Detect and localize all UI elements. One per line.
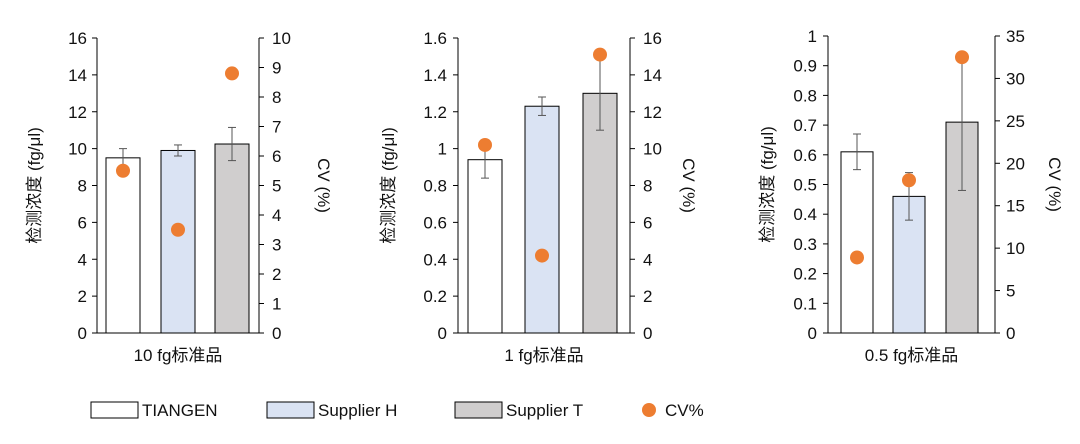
y-tick-label: 0.3 <box>793 235 817 254</box>
y2-tick-label: 8 <box>272 88 281 107</box>
y-tick-label: 4 <box>78 250 87 269</box>
cv-point <box>478 137 492 152</box>
legend-swatch <box>90 401 139 419</box>
bar-supplier-t <box>582 92 618 334</box>
y-tick-label: 14 <box>68 66 87 85</box>
y2-tick-label: 8 <box>643 177 652 196</box>
cv-point <box>955 50 969 65</box>
y2-tick-label: 4 <box>643 250 652 269</box>
y-tick-label: 0 <box>808 324 817 343</box>
y2-tick-label: 9 <box>272 59 281 78</box>
y-tick-label: 0.6 <box>423 213 447 232</box>
y2-tick-label: 0 <box>643 324 652 343</box>
cv-point <box>593 47 607 62</box>
y2-tick-label: 5 <box>1006 282 1015 301</box>
y2-tick-label: 15 <box>1006 197 1025 216</box>
y2-tick-label: 5 <box>272 177 281 196</box>
y-axis-title: 检测浓度 (fg/μl) <box>25 127 44 244</box>
legend-swatch <box>454 401 503 419</box>
bar-supplier-h <box>524 105 560 334</box>
legend-label: Supplier H <box>318 401 397 420</box>
x-axis-title: 0.5 fg标准品 <box>865 346 959 365</box>
y-tick-label: 0.1 <box>793 294 817 313</box>
y2-tick-label: 10 <box>643 140 662 159</box>
chart-panel-2: 0 0.2 0.4 0.6 0.8 1 1.2 1.4 1.6 0 2 4 6 8 10 12 14 16 检测浓度… <box>379 29 698 365</box>
bar-supplier-t <box>214 143 250 334</box>
y-tick-label: 1 <box>438 140 447 159</box>
y2-tick-label: 10 <box>272 29 291 48</box>
y2-tick-label: 20 <box>1006 154 1025 173</box>
y2-tick-label: 25 <box>1006 112 1025 131</box>
y2-tick-label: 2 <box>643 287 652 306</box>
y2-tick-label: 30 <box>1006 69 1025 88</box>
y-tick-label: 0.5 <box>793 176 817 195</box>
y2-tick-label: 7 <box>272 118 281 137</box>
x-axis-title: 1 fg标准品 <box>504 346 583 365</box>
legend-marker <box>642 403 656 417</box>
y-tick-label: 12 <box>68 103 87 122</box>
x-axis-title: 10 fg标准品 <box>134 346 223 365</box>
bar-supplier-h <box>160 149 196 334</box>
y-tick-label: 0.9 <box>793 57 817 76</box>
y2-tick-label: 35 <box>1006 27 1025 46</box>
legend-label: Supplier T <box>506 401 583 420</box>
y-tick-label: 16 <box>68 29 87 48</box>
y-tick-label: 1.2 <box>423 103 447 122</box>
legend-label: CV% <box>665 401 704 420</box>
y-tick-label: 0 <box>78 324 87 343</box>
y-axis-title: 检测浓度 (fg/μl) <box>379 127 398 244</box>
y-tick-label: 10 <box>68 140 87 159</box>
cv-point <box>171 222 185 237</box>
y-tick-label: 6 <box>78 213 87 232</box>
y-tick-label: 8 <box>78 177 87 196</box>
y-tick-label: 0.6 <box>793 146 817 165</box>
legend-swatch <box>266 401 315 419</box>
bar-tiangen <box>467 159 503 334</box>
y2-tick-label: 0 <box>272 324 281 343</box>
y-tick-label: 0.8 <box>793 86 817 105</box>
y2-axis-title: CV (%) <box>1045 157 1064 212</box>
bar-supplier-h <box>892 195 926 334</box>
y-tick-label: 1 <box>808 27 817 46</box>
y2-tick-label: 3 <box>272 236 281 255</box>
y2-tick-label: 14 <box>643 66 662 85</box>
legend-label: TIANGEN <box>142 401 218 420</box>
y2-tick-label: 2 <box>272 265 281 284</box>
y-tick-label: 0.2 <box>423 287 447 306</box>
y-tick-label: 0.4 <box>793 205 817 224</box>
y-tick-label: 1.4 <box>423 66 447 85</box>
y-tick-label: 0.8 <box>423 177 447 196</box>
y2-axis-title: CV (%) <box>314 158 333 213</box>
y2-axis-title: CV (%) <box>679 158 698 213</box>
y2-tick-label: 10 <box>1006 239 1025 258</box>
bar-tiangen <box>840 151 874 334</box>
y2-tick-label: 1 <box>272 295 281 314</box>
y2-tick-label: 6 <box>272 147 281 166</box>
bar-tiangen <box>105 157 141 334</box>
y2-tick-label: 16 <box>643 29 662 48</box>
y-tick-label: 2 <box>78 287 87 306</box>
y2-tick-label: 0 <box>1006 324 1015 343</box>
chart-panel-3: 00.10.20.30.40.50.60.70.80.9105101520253… <box>758 27 1064 365</box>
y-axis-title: 检测浓度 (fg/μl) <box>758 126 777 243</box>
y-tick-label: 0.7 <box>793 116 817 135</box>
y-tick-label: 0 <box>438 324 447 343</box>
legend: TIANGEN Supplier H Supplier T CV% <box>90 401 704 420</box>
cv-point <box>850 250 864 265</box>
y-tick-label: 0.2 <box>793 265 817 284</box>
cv-point <box>535 248 549 263</box>
y-tick-label: 1.6 <box>423 29 447 48</box>
y2-tick-label: 12 <box>643 103 662 122</box>
y2-tick-label: 4 <box>272 206 281 225</box>
cv-point <box>902 173 916 188</box>
y-tick-label: 0.4 <box>423 250 447 269</box>
cv-point <box>225 66 239 81</box>
cv-point <box>116 163 130 178</box>
y2-tick-label: 6 <box>643 213 652 232</box>
